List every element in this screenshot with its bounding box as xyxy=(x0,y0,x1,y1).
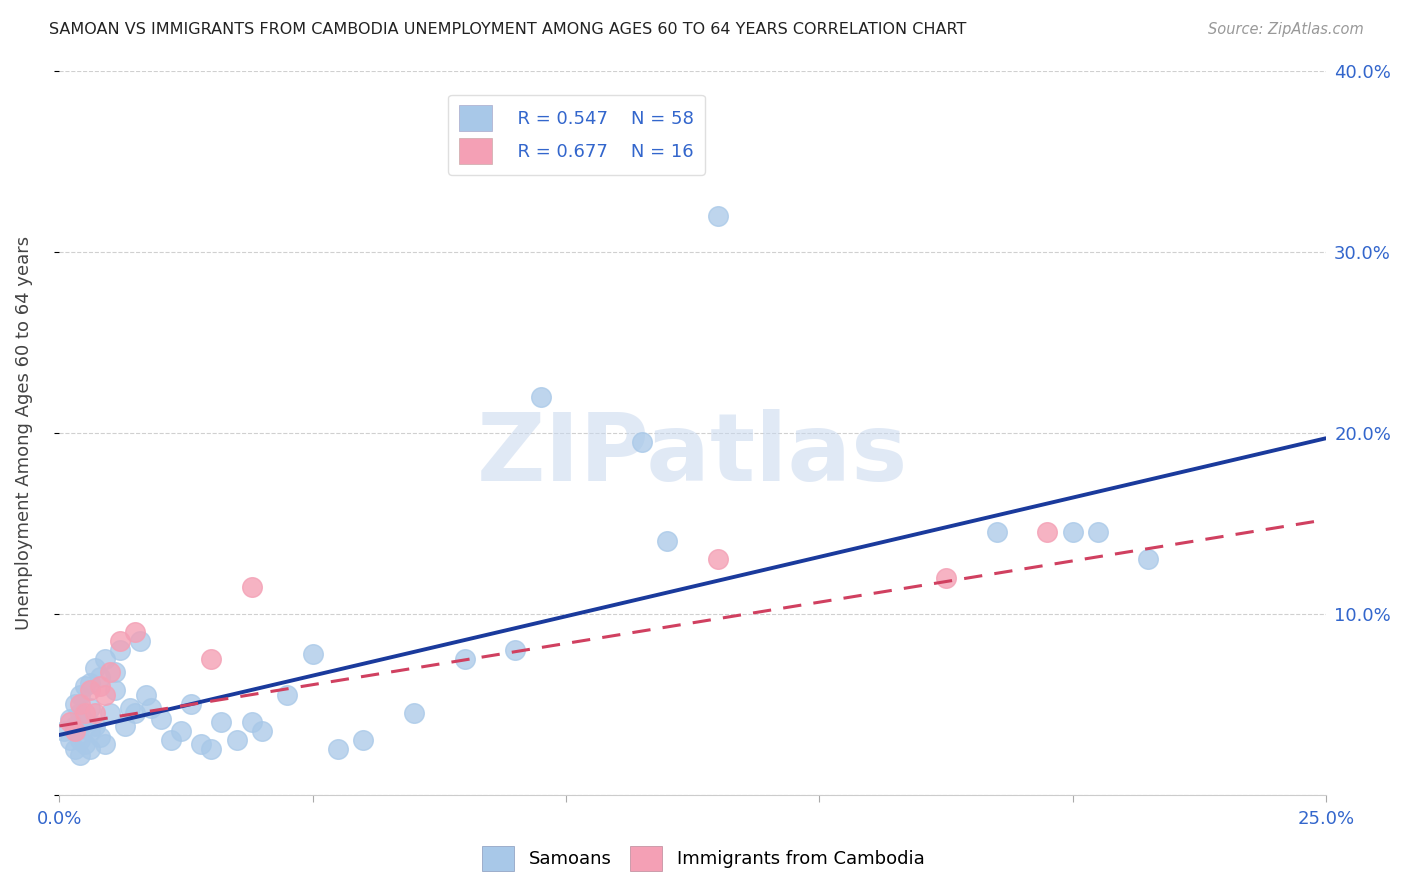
Point xyxy=(69,697,91,711)
Point xyxy=(1062,525,1084,540)
Text: Source: ZipAtlas.com: Source: ZipAtlas.com xyxy=(1208,22,1364,37)
Point xyxy=(94,737,117,751)
Point xyxy=(63,724,86,739)
Point xyxy=(83,706,105,721)
Point xyxy=(69,688,91,702)
Point xyxy=(89,670,111,684)
Point xyxy=(301,647,323,661)
Point xyxy=(89,730,111,744)
Point xyxy=(69,747,91,762)
Point xyxy=(180,697,202,711)
Point xyxy=(1137,552,1160,566)
Point xyxy=(503,643,526,657)
Point xyxy=(63,742,86,756)
Point xyxy=(79,682,101,697)
Legend: Samoans, Immigrants from Cambodia: Samoans, Immigrants from Cambodia xyxy=(474,838,932,879)
Point xyxy=(53,724,76,739)
Point xyxy=(69,733,91,747)
Point xyxy=(453,652,475,666)
Point xyxy=(73,706,96,721)
Point xyxy=(108,633,131,648)
Point xyxy=(707,209,730,223)
Point xyxy=(170,724,193,739)
Point xyxy=(114,719,136,733)
Point xyxy=(73,715,96,730)
Point xyxy=(276,688,298,702)
Point xyxy=(986,525,1008,540)
Point xyxy=(190,737,212,751)
Point xyxy=(211,715,233,730)
Point xyxy=(139,701,162,715)
Point xyxy=(83,719,105,733)
Point xyxy=(63,719,86,733)
Point xyxy=(79,724,101,739)
Point xyxy=(104,682,127,697)
Point xyxy=(94,652,117,666)
Point xyxy=(94,688,117,702)
Point xyxy=(225,733,247,747)
Point xyxy=(58,715,80,730)
Point xyxy=(83,661,105,675)
Point xyxy=(326,742,349,756)
Point xyxy=(1036,525,1059,540)
Point xyxy=(120,701,142,715)
Point xyxy=(58,733,80,747)
Point xyxy=(73,679,96,693)
Point xyxy=(134,688,156,702)
Point xyxy=(250,724,273,739)
Point xyxy=(1087,525,1109,540)
Point xyxy=(160,733,183,747)
Point xyxy=(657,534,679,549)
Point xyxy=(79,675,101,690)
Point xyxy=(149,712,172,726)
Text: ZIPatlas: ZIPatlas xyxy=(477,409,908,500)
Point xyxy=(124,706,146,721)
Point xyxy=(73,737,96,751)
Point xyxy=(530,390,553,404)
Point xyxy=(79,742,101,756)
Point xyxy=(240,580,263,594)
Text: SAMOAN VS IMMIGRANTS FROM CAMBODIA UNEMPLOYMENT AMONG AGES 60 TO 64 YEARS CORREL: SAMOAN VS IMMIGRANTS FROM CAMBODIA UNEMP… xyxy=(49,22,966,37)
Point xyxy=(63,697,86,711)
Point xyxy=(89,679,111,693)
Point xyxy=(58,712,80,726)
Point xyxy=(240,715,263,730)
Point xyxy=(707,552,730,566)
Point xyxy=(69,706,91,721)
Point xyxy=(631,434,654,449)
Legend:   R = 0.547    N = 58,   R = 0.677    N = 16: R = 0.547 N = 58, R = 0.677 N = 16 xyxy=(449,95,704,175)
Point xyxy=(935,571,957,585)
Point xyxy=(98,706,121,721)
Point xyxy=(124,624,146,639)
Point xyxy=(79,701,101,715)
Point xyxy=(402,706,425,721)
Point xyxy=(200,652,222,666)
Point xyxy=(104,665,127,679)
Point xyxy=(98,665,121,679)
Point xyxy=(352,733,374,747)
Y-axis label: Unemployment Among Ages 60 to 64 years: Unemployment Among Ages 60 to 64 years xyxy=(15,235,32,630)
Point xyxy=(200,742,222,756)
Point xyxy=(129,633,152,648)
Point xyxy=(108,643,131,657)
